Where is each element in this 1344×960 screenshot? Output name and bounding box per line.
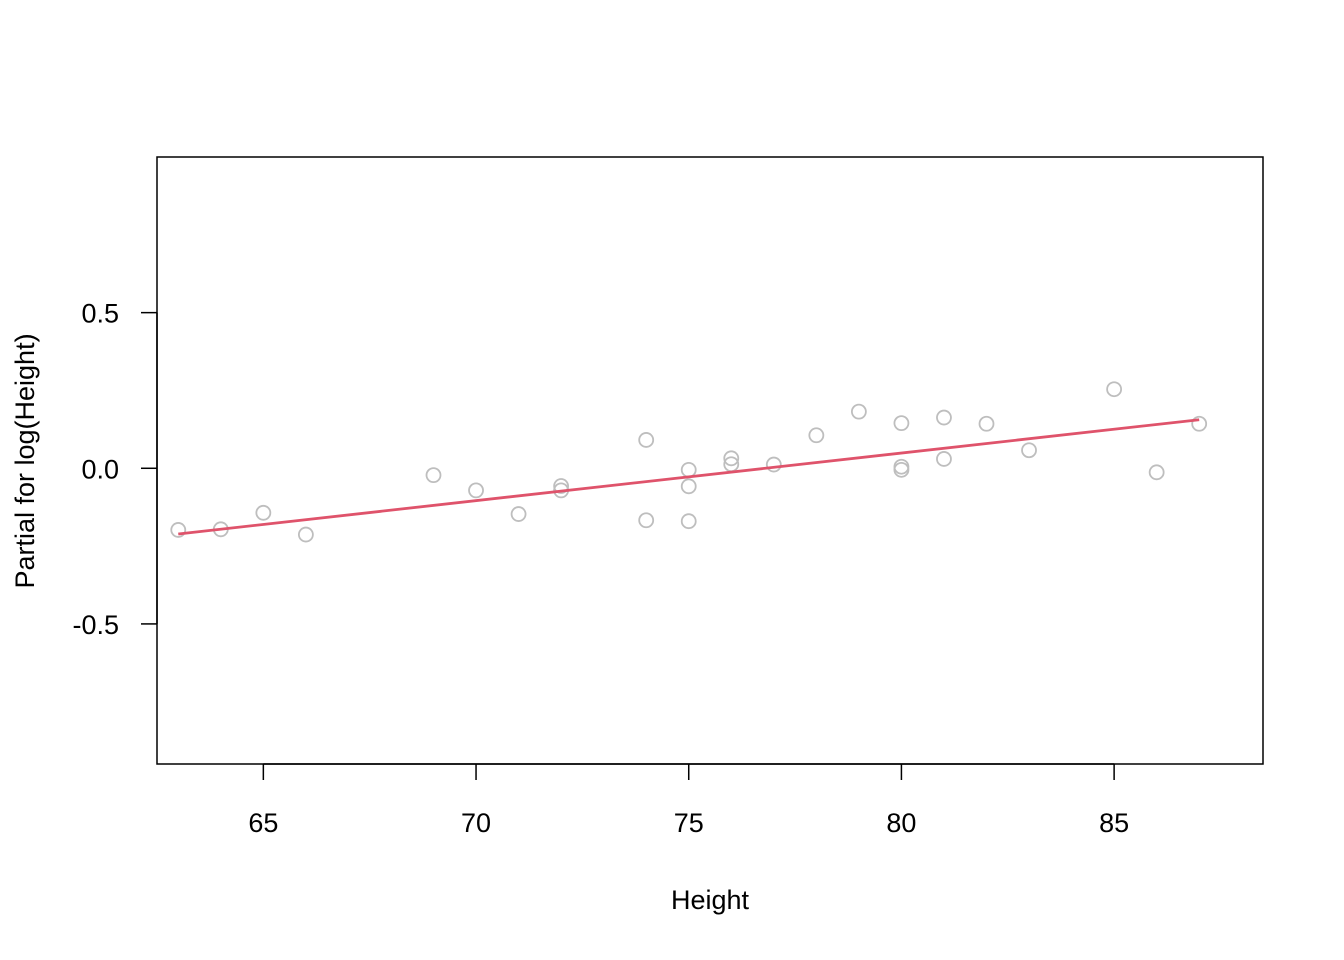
data-point (510, 506, 527, 522)
series-layer (170, 381, 1208, 543)
y-tick-label: 0.0 (81, 454, 119, 484)
data-point (255, 504, 272, 521)
data-point (425, 467, 442, 484)
data-point (936, 409, 952, 426)
data-point (638, 432, 655, 448)
data-point (1191, 415, 1208, 432)
data-point (680, 461, 697, 478)
data-point (893, 458, 910, 475)
y-tick-label: 0.5 (81, 299, 119, 329)
y-axis: -0.5 0.0 0.5 (72, 299, 158, 640)
data-point (553, 478, 570, 494)
data-point (893, 461, 910, 478)
x-tick-label: 70 (461, 808, 491, 838)
data-point (468, 482, 484, 499)
x-tick-label: 85 (1099, 808, 1129, 838)
data-point (978, 415, 995, 432)
data-point (808, 427, 825, 444)
data-point (638, 512, 655, 529)
data-point (850, 403, 867, 420)
x-tick-label: 75 (674, 808, 704, 838)
x-tick-label: 65 (248, 808, 278, 838)
data-point (297, 526, 314, 543)
y-axis-title: Partial for log(Height) (10, 333, 40, 588)
x-axis-title: Height (671, 885, 750, 915)
x-axis: 65 70 75 80 85 (248, 763, 1129, 838)
data-point (893, 415, 910, 432)
data-point (936, 451, 952, 467)
data-point (680, 478, 697, 495)
data-point (680, 513, 697, 530)
x-tick-label: 80 (886, 808, 916, 838)
data-point (1106, 381, 1123, 398)
data-point (723, 450, 740, 467)
data-point (170, 522, 187, 538)
plot-frame (156, 156, 1264, 765)
fit-line (178, 418, 1200, 536)
data-point (1021, 442, 1037, 459)
y-tick-label: -0.5 (72, 610, 119, 640)
data-point (1148, 464, 1165, 481)
data-point (765, 456, 782, 473)
